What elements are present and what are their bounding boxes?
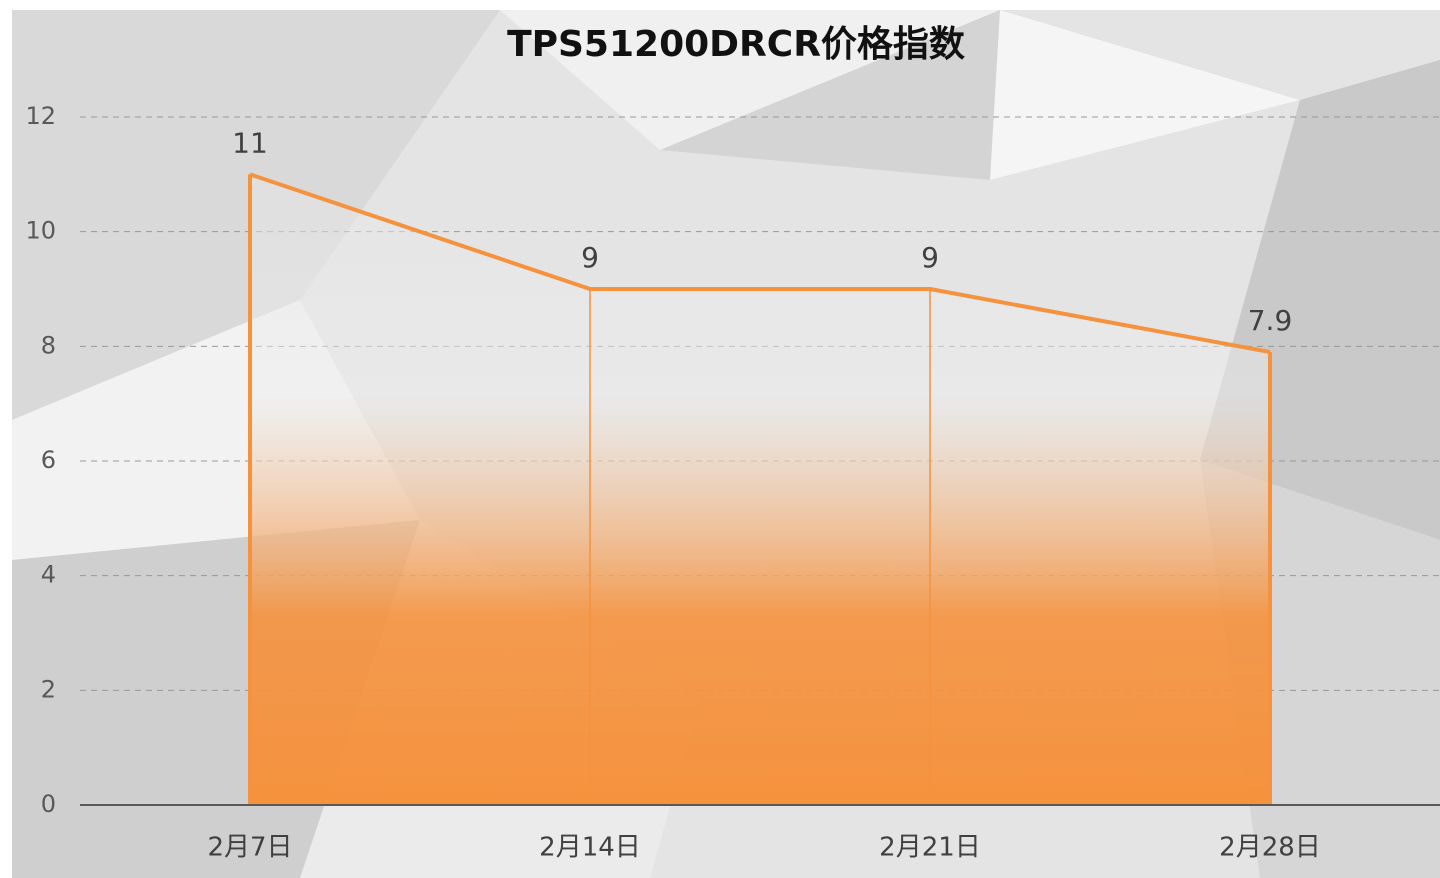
line xyxy=(249,172,1271,355)
area xyxy=(250,174,1270,806)
y-tick-label: 6 xyxy=(41,446,56,474)
data-label: 11 xyxy=(232,126,268,159)
y-tick-label: 4 xyxy=(41,561,56,589)
y-tick-label: 12 xyxy=(25,102,56,130)
chart-title: TPS51200DRCR价格指数 xyxy=(507,24,965,65)
y-tick-label: 8 xyxy=(41,331,56,359)
y-tick-label: 10 xyxy=(25,217,56,245)
x-tick-label: 2月28日 xyxy=(1219,833,1321,863)
x-tick-label: 2月21日 xyxy=(879,833,981,863)
x-tick-label: 2月14日 xyxy=(539,833,641,863)
x-tick-label: 2月7日 xyxy=(207,833,292,863)
y-tick-label: 0 xyxy=(41,790,56,818)
data-label: 7.9 xyxy=(1248,304,1293,337)
y-tick-label: 2 xyxy=(41,675,56,703)
data-label: 9 xyxy=(921,241,939,274)
data-label: 9 xyxy=(581,241,599,274)
